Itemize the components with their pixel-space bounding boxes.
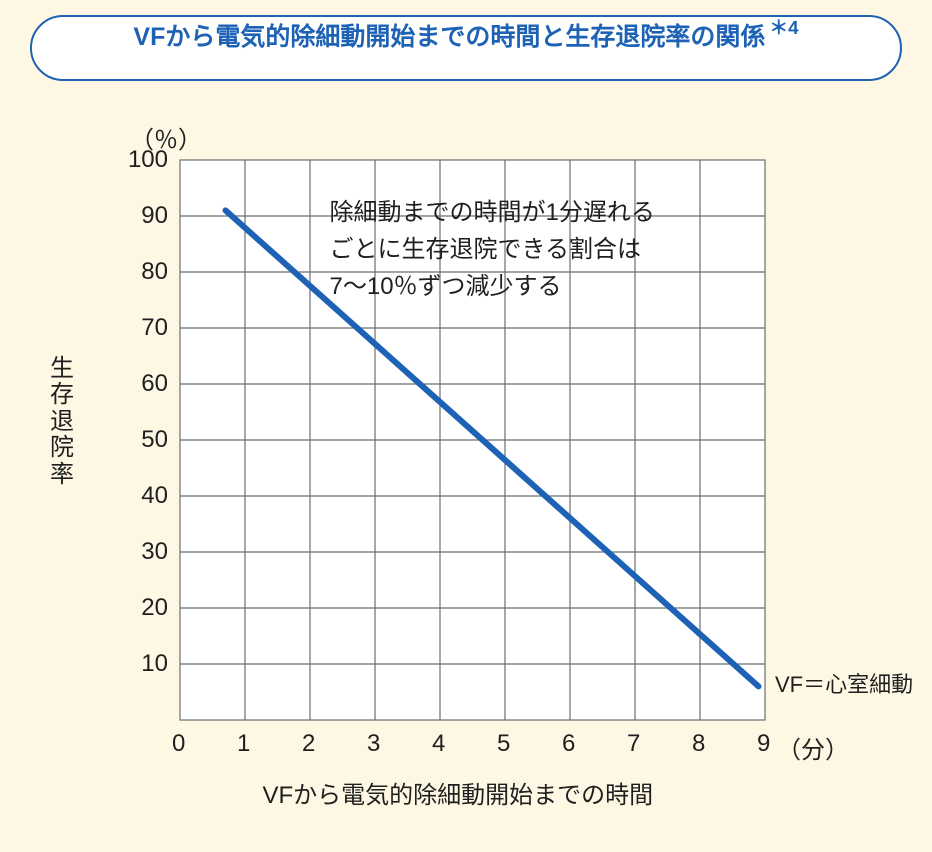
y-tick-label: 50: [141, 426, 168, 454]
x-axis-unit: （分）: [777, 730, 849, 765]
y-axis-label-char: 率: [50, 462, 74, 488]
y-axis-label-char: 存: [50, 382, 74, 408]
y-tick-label: 60: [141, 370, 168, 398]
y-tick-label: 10: [141, 650, 168, 678]
annotation-line: 除細動までの時間が1分遅れる: [330, 194, 655, 231]
y-tick-label: 20: [141, 594, 168, 622]
x-tick-label: 4: [432, 730, 445, 758]
x-tick-label: 0: [172, 730, 185, 758]
page: VFから電気的除細動開始までの時間と生存退院率の関係 ＊4 （％） 生存退院率 …: [0, 0, 932, 852]
chart-annotation: 除細動までの時間が1分遅れるごとに生存退院できる割合は7～10％ずつ減少する: [330, 194, 655, 306]
x-tick-label: 7: [627, 730, 640, 758]
y-tick-label: 100: [128, 146, 168, 174]
x-tick-label: 6: [562, 730, 575, 758]
y-tick-label: 80: [141, 258, 168, 286]
x-tick-label: 8: [692, 730, 705, 758]
x-tick-label: 3: [367, 730, 380, 758]
y-axis-label: 生存退院率: [50, 356, 74, 488]
y-axis-label-char: 院: [50, 435, 74, 461]
x-tick-label: 5: [497, 730, 510, 758]
y-axis-label-char: 生: [50, 356, 74, 382]
y-tick-label: 90: [141, 202, 168, 230]
annotation-line: 7～10％ずつ減少する: [330, 268, 655, 305]
y-axis-label-char: 退: [50, 409, 74, 435]
y-tick-label: 40: [141, 482, 168, 510]
y-tick-label: 70: [141, 314, 168, 342]
x-tick-label: 2: [302, 730, 315, 758]
chart-container: （％） 生存退院率 除細動までの時間が1分遅れるごとに生存退院できる割合は7～1…: [0, 0, 932, 852]
x-axis-label: VFから電気的除細動開始までの時間: [263, 775, 654, 810]
annotation-line: ごとに生存退院できる割合は: [330, 231, 655, 268]
vf-note: VF＝心室細動: [775, 667, 913, 699]
x-tick-label: 9: [757, 730, 770, 758]
y-tick-label: 30: [141, 538, 168, 566]
x-tick-label: 1: [237, 730, 250, 758]
